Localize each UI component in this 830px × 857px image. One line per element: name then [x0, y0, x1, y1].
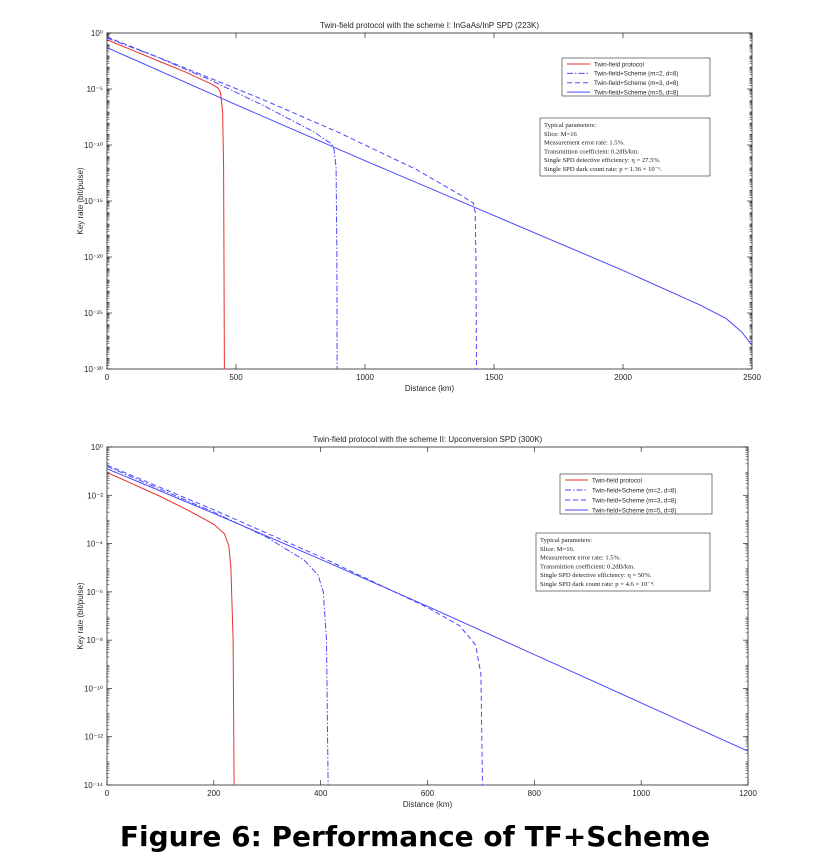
- y-tick-label: 10⁻¹⁰: [84, 684, 103, 693]
- x-tick-label: 1200: [739, 789, 757, 798]
- y-tick-label: 10⁰: [91, 29, 103, 38]
- legend-label: Twin-field+Scheme (m=5, d=8): [592, 507, 676, 514]
- y-tick-label: 10⁻¹²: [85, 733, 104, 742]
- x-tick-label: 0: [105, 373, 110, 382]
- annotation-line: Single SPD dark count rate: p = 1.36 × 1…: [544, 166, 663, 173]
- legend: Twin-field protocol Twin-field+Scheme (m=…: [559, 473, 713, 515]
- y-tick-label: 10⁻⁸: [87, 636, 104, 645]
- series-line-4: [107, 47, 752, 346]
- annotation-line: Measurement error rate: 1.5%.: [544, 140, 625, 147]
- y-tick-label: 10⁻⁶: [87, 588, 103, 597]
- x-tick-label: 1500: [485, 373, 503, 382]
- legend: Twin-field protocol Twin-field+Scheme (m=…: [561, 57, 711, 96]
- x-tick-label: 200: [207, 789, 221, 798]
- annotation-line: Typical parameters:: [540, 537, 592, 544]
- y-tick-label: 10⁻²: [87, 491, 103, 500]
- y-tick-label: 10⁻³⁰: [84, 365, 103, 374]
- annotation-line: Slice: M=16: [544, 131, 578, 138]
- y-tick-label: 10⁻⁴: [86, 540, 103, 549]
- chart-1: 10⁰ 10⁻⁵ 10⁻¹⁰ 10⁻¹⁵ 10⁻²⁰ 10⁻²⁵ 10⁻³⁰0 500 1000…: [76, 21, 761, 393]
- y-tick-label: 10⁻¹⁴: [84, 781, 104, 790]
- annotation-line: Transmittion coefficient: 0.2dB/km.: [544, 148, 639, 155]
- y-tick-label: 10⁰: [91, 443, 103, 452]
- x-axis-label: Distance (km): [403, 800, 453, 809]
- chart-title: Twin-field protocol with the scheme I: I…: [320, 21, 539, 30]
- legend-label: Twin-field protocol: [592, 477, 642, 484]
- x-tick-label: 500: [229, 373, 243, 382]
- y-tick-label: 10⁻²⁵: [84, 309, 103, 318]
- annotation-line: Single SPD detective efficiency: η = 27.…: [544, 157, 661, 164]
- x-tick-label: 2000: [614, 373, 632, 382]
- x-tick-label: 0: [105, 789, 110, 798]
- chart-2: 10⁰ 10⁻² 10⁻⁴ 10⁻⁶ 10⁻⁸ 10⁻¹⁰ 10⁻¹² 10⁻¹⁴0 200 40…: [76, 435, 757, 809]
- annotation-line: Single SPD detective efficiency: η = 50%…: [540, 572, 652, 579]
- x-tick-label: 2500: [743, 373, 761, 382]
- annotation-box: [535, 532, 711, 592]
- legend-label: Twin-field+Scheme (m=2, d=8): [594, 71, 678, 78]
- legend-label: Twin-field+Scheme (m=3, d=8): [594, 80, 678, 87]
- annotation-line: Measurement error rate: 1.5%.: [540, 555, 621, 562]
- series-line-3: [107, 36, 477, 369]
- y-axis-label: Key rate (bit/pulse): [76, 582, 85, 649]
- annotation-box: [539, 117, 711, 177]
- y-tick-label: 10⁻⁵: [87, 85, 103, 94]
- x-axis-label: Distance (km): [405, 384, 455, 393]
- annotation: Typical parameters: Slice: M=16. Measureme…: [535, 532, 711, 592]
- y-tick-label: 10⁻¹⁵: [84, 197, 103, 206]
- figure-caption: Figure 6: Performance of TF+Scheme: [119, 820, 711, 853]
- chart-title: Twin-field protocol with the scheme II: …: [313, 435, 543, 444]
- annotation-line: Typical parameters:: [544, 122, 596, 129]
- y-axis-label: Key rate (bit/pulse): [76, 167, 85, 234]
- series-line-1: [107, 471, 235, 785]
- y-tick-label: 10⁻²⁰: [84, 253, 103, 262]
- series-line-3: [107, 464, 483, 785]
- series-line-4: [107, 468, 748, 752]
- x-tick-label: 1000: [632, 789, 650, 798]
- annotation-line: Slice: M=16.: [540, 546, 575, 553]
- legend-label: Twin-field+Scheme (m=2, d=8): [592, 487, 676, 494]
- series-line-2: [107, 37, 338, 369]
- series-line-1: [107, 39, 225, 369]
- legend-box: [559, 473, 713, 515]
- x-tick-label: 800: [528, 789, 542, 798]
- legend-label: Twin-field+Scheme (m=3, d=8): [592, 497, 676, 504]
- legend-label: Twin-field+Scheme (m=5, d=8): [594, 89, 678, 96]
- x-tick-label: 400: [314, 789, 328, 798]
- annotation: Typical parameters: Slice: M=16 Measuremen…: [539, 117, 711, 177]
- x-tick-label: 600: [421, 789, 435, 798]
- x-tick-label: 1000: [356, 373, 374, 382]
- annotation-line: Single SPD dark count rate: p = 4.6 × 10…: [540, 581, 655, 588]
- legend-label: Twin-field protocol: [594, 61, 644, 68]
- series-line-2: [107, 465, 329, 785]
- annotation-line: Transmittion coefficient: 0.2dB/km.: [540, 563, 635, 570]
- y-tick-label: 10⁻¹⁰: [84, 141, 103, 150]
